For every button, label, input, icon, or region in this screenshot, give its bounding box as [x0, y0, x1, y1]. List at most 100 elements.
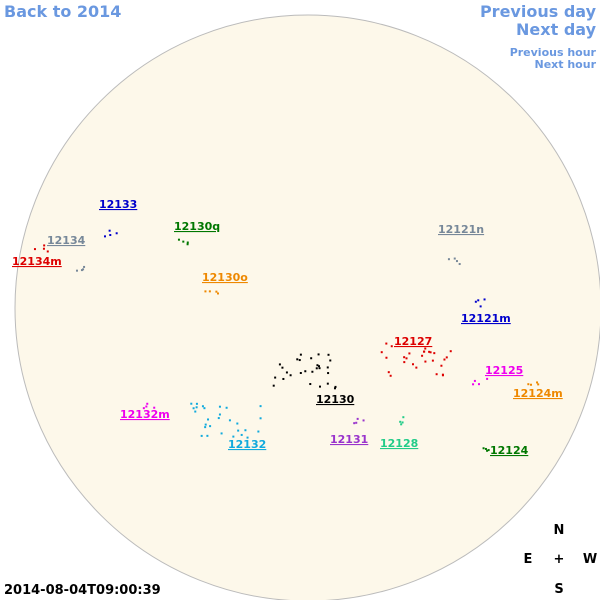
sunspot [186, 241, 189, 244]
sunspot [186, 243, 189, 246]
sunspot [380, 351, 383, 354]
sunspot [195, 402, 198, 405]
sunspot [435, 373, 438, 376]
sunspot [484, 447, 487, 450]
sunspot [207, 418, 210, 421]
sunspot [333, 387, 336, 390]
sunspot [487, 449, 490, 452]
sunspot [304, 370, 307, 373]
next-day-link[interactable]: Next day [516, 20, 597, 39]
region-label[interactable]: 12134 [47, 234, 86, 247]
sunspot [33, 248, 36, 251]
sunspot [530, 383, 533, 386]
sunspot [326, 366, 329, 369]
sunspot [80, 269, 83, 272]
sunspot [353, 422, 356, 425]
sunspot [311, 370, 314, 373]
next-hour-link[interactable]: Next hour [535, 58, 597, 71]
sunspot [218, 405, 221, 408]
sunspot [236, 422, 239, 425]
region-label[interactable]: 12130q [174, 220, 220, 233]
sunspot [405, 357, 408, 360]
previous-hour-link[interactable]: Previous hour [510, 46, 597, 59]
sunspot [403, 361, 406, 364]
sunspot [192, 407, 195, 410]
sunspot [42, 247, 45, 250]
sunspot [115, 232, 118, 235]
sunspot [206, 434, 209, 437]
sunspot [445, 356, 448, 359]
compass-west: W [583, 552, 597, 567]
sunspot [482, 447, 485, 450]
compass-south: S [554, 582, 563, 597]
sunspot [423, 350, 426, 353]
sunspot [299, 353, 302, 356]
sunspot [278, 363, 281, 366]
sunspot [536, 381, 539, 384]
sunspot [326, 382, 329, 385]
region-label[interactable]: 12134m [12, 255, 62, 268]
sunspot [477, 299, 480, 302]
sunspot [289, 374, 292, 377]
sunspot [215, 290, 218, 293]
sunspot [424, 347, 427, 350]
sunspot [108, 229, 111, 232]
region-label[interactable]: 12130 [316, 393, 355, 406]
region-label[interactable]: 12121n [438, 223, 484, 236]
sunspot [472, 383, 475, 386]
sunspot [194, 410, 197, 413]
region-label[interactable]: 12121m [461, 312, 511, 325]
sunspot [75, 269, 78, 272]
sunspot [479, 305, 482, 308]
sunspot [483, 298, 486, 301]
sunspot [142, 407, 145, 410]
sunspot [228, 419, 231, 422]
region-label[interactable]: 12132m [120, 408, 170, 421]
region-label[interactable]: 12124m [513, 387, 563, 400]
sunspot [387, 371, 390, 374]
region-label[interactable]: 12130o [202, 271, 248, 284]
sunspot [334, 385, 337, 388]
sunspot [474, 300, 477, 303]
timestamp: 2014-08-04T09:00:39 [4, 583, 161, 598]
sunspot [458, 263, 461, 266]
sunspot [389, 374, 392, 377]
region-label[interactable]: 12133 [99, 198, 137, 211]
sunspot [316, 364, 319, 367]
sunspot [310, 357, 313, 360]
previous-day-link[interactable]: Previous day [480, 2, 597, 21]
sunspot [104, 235, 107, 238]
region-label[interactable]: 12132 [228, 438, 266, 451]
region-label[interactable]: 12127 [394, 335, 432, 348]
compass-east: E [524, 552, 533, 567]
region-label[interactable]: 12124 [490, 444, 529, 457]
sunspot [43, 244, 46, 247]
region-label[interactable]: 12131 [330, 433, 368, 446]
sunspot [225, 406, 228, 409]
sunspot [246, 436, 249, 439]
sunspot [399, 420, 402, 423]
sunspot [449, 350, 452, 353]
sunspot [411, 363, 414, 366]
sunspot [257, 430, 260, 433]
sunspot [429, 351, 432, 354]
compass-north: N [554, 523, 565, 538]
region-label[interactable]: 12125 [485, 364, 523, 377]
sunspot [315, 367, 318, 370]
back-link[interactable]: Back to 2014 [4, 2, 121, 21]
sunspot [146, 402, 149, 405]
sunspot [327, 372, 330, 375]
sunspot [200, 434, 203, 437]
sunspot [400, 423, 403, 426]
region-label[interactable]: 12128 [380, 437, 418, 450]
sunspot [190, 402, 193, 405]
sunspot [402, 416, 405, 419]
sunspot [218, 413, 221, 416]
sunspot [424, 360, 427, 363]
sunspot [537, 383, 540, 386]
sunspot [285, 371, 288, 374]
sunspot [195, 406, 198, 409]
sunspot [317, 353, 320, 356]
sunspot [486, 377, 489, 380]
